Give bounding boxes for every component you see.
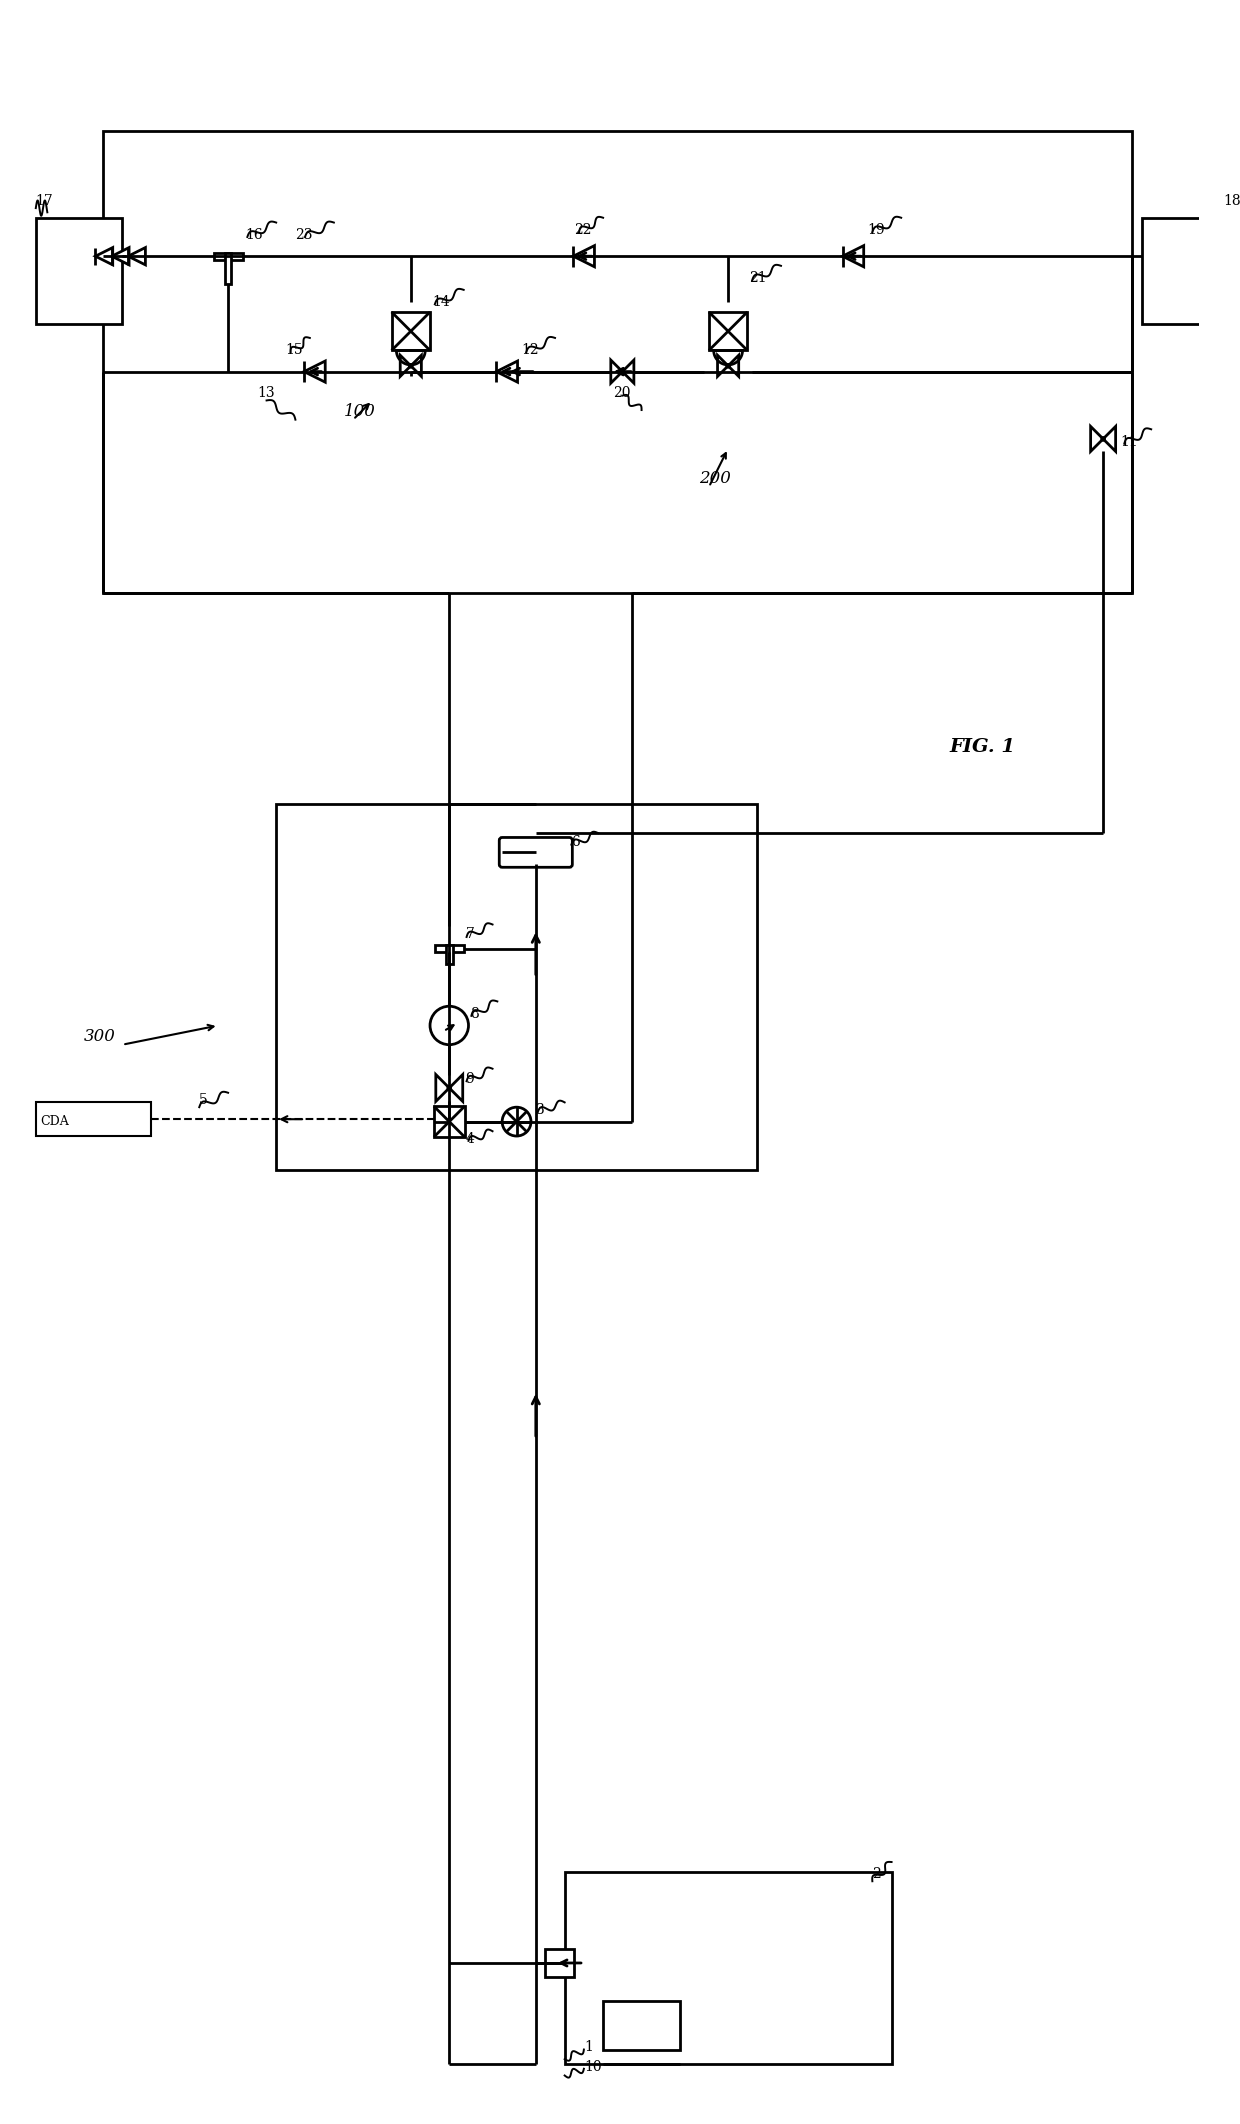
Text: 8: 8 xyxy=(470,1007,479,1022)
Text: 11: 11 xyxy=(1121,435,1138,448)
Bar xyxy=(36,219,123,323)
Bar xyxy=(564,1871,892,2065)
Polygon shape xyxy=(112,249,129,266)
Polygon shape xyxy=(842,246,864,268)
Polygon shape xyxy=(128,249,145,266)
Polygon shape xyxy=(410,355,422,376)
Text: 14: 14 xyxy=(432,295,450,310)
FancyBboxPatch shape xyxy=(500,837,573,867)
Text: 12: 12 xyxy=(521,344,539,357)
Bar xyxy=(603,2001,680,2050)
Bar xyxy=(277,805,756,1170)
Circle shape xyxy=(448,1085,451,1090)
Bar xyxy=(213,253,243,259)
Bar xyxy=(446,945,453,964)
Text: 4: 4 xyxy=(465,1132,475,1145)
Text: 2: 2 xyxy=(873,1867,882,1882)
Text: 300: 300 xyxy=(84,1028,115,1045)
Bar xyxy=(392,312,430,350)
Text: 23: 23 xyxy=(295,227,312,242)
Polygon shape xyxy=(401,355,410,376)
Text: 21: 21 xyxy=(749,272,766,285)
Text: 16: 16 xyxy=(246,227,263,242)
Polygon shape xyxy=(622,361,634,382)
Text: 3: 3 xyxy=(536,1102,544,1117)
Circle shape xyxy=(502,1107,531,1136)
Text: 10: 10 xyxy=(584,2060,601,2073)
Text: 17: 17 xyxy=(36,193,53,208)
Text: 13: 13 xyxy=(257,387,274,401)
Circle shape xyxy=(430,1007,469,1045)
Bar xyxy=(103,132,1132,593)
Polygon shape xyxy=(435,1075,449,1102)
Text: 5: 5 xyxy=(200,1094,208,1107)
Circle shape xyxy=(725,363,730,367)
Polygon shape xyxy=(1104,427,1116,452)
Polygon shape xyxy=(611,361,622,382)
Bar xyxy=(709,312,748,350)
Text: CDA: CDA xyxy=(41,1115,69,1128)
Text: 100: 100 xyxy=(343,404,376,421)
Circle shape xyxy=(1101,438,1105,442)
Text: 19: 19 xyxy=(868,223,885,238)
Polygon shape xyxy=(95,249,113,266)
Text: 22: 22 xyxy=(574,223,591,238)
Text: 9: 9 xyxy=(465,1073,475,1085)
Text: 15: 15 xyxy=(285,344,304,357)
Circle shape xyxy=(620,370,625,374)
Bar xyxy=(36,1102,151,1136)
Polygon shape xyxy=(1091,427,1104,452)
Polygon shape xyxy=(496,361,517,382)
Bar xyxy=(1142,219,1228,323)
Polygon shape xyxy=(449,1075,463,1102)
Polygon shape xyxy=(304,361,325,382)
Bar xyxy=(434,1107,465,1136)
Bar xyxy=(546,1948,574,1977)
Text: 1: 1 xyxy=(584,2041,593,2054)
Text: 7: 7 xyxy=(465,926,475,941)
Polygon shape xyxy=(728,355,739,376)
Text: 20: 20 xyxy=(613,387,630,401)
Text: 18: 18 xyxy=(1224,193,1240,208)
Text: 200: 200 xyxy=(699,469,732,486)
Polygon shape xyxy=(718,355,728,376)
Bar xyxy=(435,945,464,952)
Text: 6: 6 xyxy=(572,835,580,850)
Bar xyxy=(224,253,232,285)
Circle shape xyxy=(409,363,413,367)
Text: FIG. 1: FIG. 1 xyxy=(950,739,1016,756)
Polygon shape xyxy=(573,246,594,268)
